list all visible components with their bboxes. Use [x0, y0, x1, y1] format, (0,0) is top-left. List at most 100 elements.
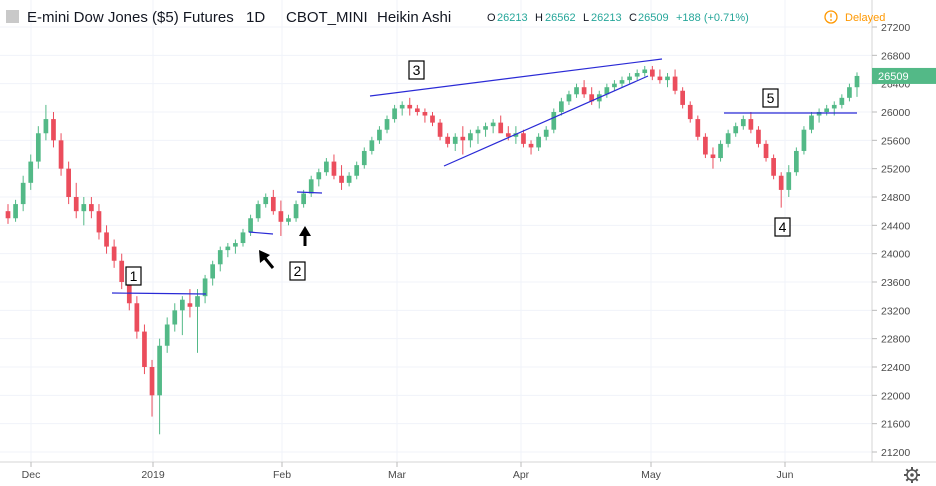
- candle-body: [195, 296, 200, 307]
- candle-body: [119, 260, 125, 282]
- candle-body: [718, 143, 723, 159]
- candle-body: [255, 204, 261, 219]
- candle-body: [452, 136, 458, 144]
- time-tick-label: Jun: [777, 469, 794, 481]
- candle-body: [377, 129, 382, 141]
- candle-body: [794, 150, 799, 173]
- candle-body: [733, 126, 739, 134]
- candle-body: [179, 299, 185, 311]
- ohlc-low-label: L: [583, 12, 589, 24]
- candle-body: [20, 182, 26, 205]
- price-axis[interactable]: 2720026800264002600025600252002480024400…: [872, 22, 910, 459]
- candle: [217, 246, 223, 272]
- delayed-status[interactable]: Delayed: [824, 10, 885, 24]
- candle: [559, 97, 564, 116]
- candle-body: [66, 168, 71, 197]
- ohlc-high-label: H: [535, 12, 543, 24]
- time-axis[interactable]: Dec 2019 Feb Mar Apr May Jun: [22, 462, 794, 481]
- symbol-square-icon[interactable]: [6, 10, 19, 23]
- candle-body: [361, 150, 367, 166]
- candle: [35, 126, 41, 169]
- candle-body: [187, 303, 193, 307]
- candle-body: [801, 129, 807, 151]
- candle-body: [51, 119, 56, 141]
- svg-text:Delayed: Delayed: [845, 12, 885, 24]
- candle: [164, 317, 170, 353]
- candle: [134, 296, 140, 339]
- candle-body: [536, 136, 541, 148]
- candle: [407, 97, 413, 116]
- candle: [801, 126, 807, 155]
- candle: [392, 104, 397, 123]
- candle-body: [73, 197, 79, 212]
- candle-body: [756, 129, 761, 144]
- candle-body: [483, 126, 488, 130]
- exchange-label: CBOT_MINI: [286, 9, 368, 26]
- candle-body: [710, 154, 716, 159]
- candle: [384, 115, 390, 134]
- symbol-title[interactable]: E-mini Dow Jones ($5) Futures: [27, 9, 234, 26]
- candle: [157, 338, 162, 435]
- ohlc-close-label: C: [629, 12, 637, 24]
- candle: [589, 87, 595, 105]
- candle: [763, 140, 769, 162]
- candle-body: [369, 140, 375, 151]
- time-tick-label: Dec: [22, 469, 41, 481]
- candle: [210, 260, 216, 286]
- candle: [824, 104, 830, 116]
- candle: [475, 126, 481, 144]
- gear-icon[interactable]: [904, 467, 920, 483]
- candle: [179, 296, 185, 336]
- candle: [308, 175, 314, 197]
- time-tick-label: Feb: [273, 469, 291, 481]
- candle-body: [96, 211, 102, 233]
- candle-body: [346, 175, 352, 183]
- candle: [528, 140, 534, 155]
- candle: [399, 101, 405, 116]
- annotation-lines: [111, 58, 857, 295]
- chart-style-label[interactable]: Heikin Ashi: [377, 9, 451, 26]
- wedge-lower-line: [443, 75, 649, 167]
- svg-text:1: 1: [130, 268, 138, 284]
- ohlc-low-value: 26213: [591, 12, 622, 24]
- candle: [96, 204, 102, 240]
- candle-body: [839, 97, 845, 105]
- price-tick-label: 26000: [881, 107, 910, 119]
- candle: [581, 80, 587, 98]
- candle: [771, 154, 776, 180]
- arrow-up-left-icon: [259, 250, 275, 269]
- candle-body: [293, 204, 299, 219]
- candle: [672, 69, 678, 95]
- candle-body: [816, 112, 822, 116]
- ohlc-close-value: 26509: [638, 12, 669, 24]
- candle: [816, 108, 822, 123]
- candle-body: [263, 197, 269, 205]
- candle: [490, 119, 496, 134]
- candle: [354, 161, 360, 180]
- price-tick-label: 22800: [881, 334, 910, 346]
- price-tick-label: 23600: [881, 277, 910, 289]
- price-tick-label: 25200: [881, 164, 910, 176]
- price-tick-label: 27200: [881, 22, 910, 34]
- candle-body: [763, 143, 769, 159]
- candle: [293, 200, 299, 222]
- candle-body: [240, 232, 246, 244]
- candle: [233, 239, 238, 254]
- candle-body: [407, 104, 413, 109]
- candle-body: [513, 133, 519, 137]
- candle: [5, 204, 11, 224]
- price-tick-label: 24400: [881, 220, 910, 232]
- candle-body: [740, 119, 746, 127]
- candle: [422, 108, 428, 123]
- ohlc-open-value: 26213: [497, 12, 528, 24]
- candle-body: [81, 204, 87, 212]
- candle-body: [308, 179, 314, 194]
- interval-label[interactable]: 1D: [246, 9, 265, 26]
- candle: [111, 239, 117, 268]
- candle: [20, 175, 26, 212]
- candle: [263, 193, 269, 208]
- candle: [687, 101, 693, 123]
- candle-body: [619, 80, 625, 84]
- candle-body: [551, 112, 557, 130]
